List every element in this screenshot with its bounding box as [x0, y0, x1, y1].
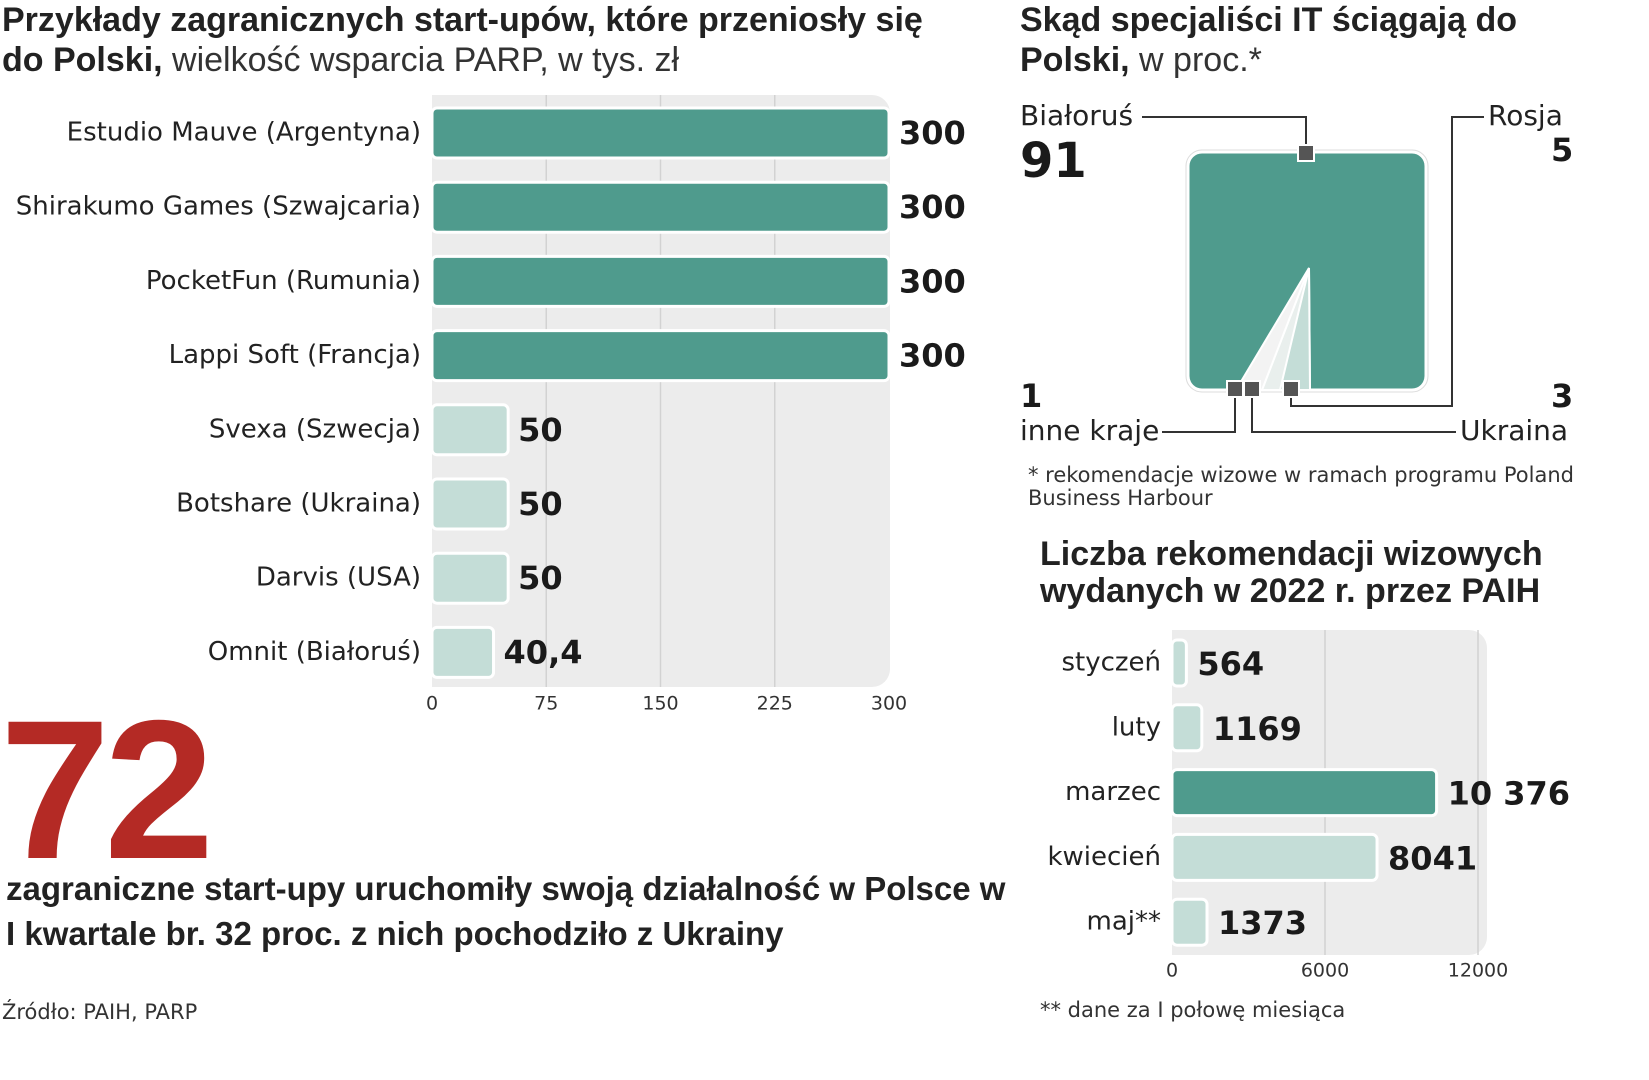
pie-label-name: Białoruś: [1020, 99, 1133, 132]
x-tick-label: 12000: [1448, 960, 1508, 982]
value-label: 1373: [1218, 904, 1307, 942]
pie-label-value: 5: [1551, 131, 1573, 169]
value-label: 50: [518, 485, 563, 523]
pie-label-value: 1: [1020, 377, 1042, 415]
category-label: Estudio Mauve (Argentyna): [67, 118, 421, 148]
bar: [1170, 832, 1379, 882]
pie-label-value: 91: [1020, 133, 1087, 189]
x-tick-label: 0: [426, 693, 438, 715]
bar: [430, 106, 891, 160]
category-label: Botshare (Ukraina): [176, 489, 421, 519]
bar: [430, 551, 510, 605]
leader-line: [1290, 116, 1484, 407]
specialists-chart-title: Skąd specjaliści IT ściągają do Polski, …: [1020, 0, 1580, 80]
x-tick-label: 300: [871, 693, 907, 715]
value-label: 50: [518, 411, 563, 449]
bar: [430, 254, 891, 308]
category-label: PocketFun (Rumunia): [146, 266, 421, 296]
leader-line: [1251, 390, 1456, 433]
value-label: 1169: [1213, 710, 1302, 748]
value-label: 40,4: [504, 633, 583, 671]
category-label: styczeń: [1061, 648, 1161, 678]
marker-square: [1282, 380, 1300, 398]
x-tick-label: 0: [1166, 960, 1178, 982]
category-label: kwiecień: [1047, 842, 1161, 872]
leader-line: [1142, 116, 1307, 153]
x-tick-label: 75: [534, 693, 558, 715]
value-label: 50: [518, 559, 563, 597]
bar: [430, 625, 496, 679]
category-label: maj**: [1087, 907, 1161, 937]
highlight-text: zagraniczne start-upy uruchomiły swoją d…: [6, 870, 1006, 952]
category-label: Omnit (Białoruś): [208, 637, 421, 667]
pie-label-name: Rosja: [1488, 99, 1563, 132]
value-label: 300: [899, 262, 966, 300]
startups-chart-title: Przykłady zagranicznych start-upów, któr…: [2, 0, 962, 80]
category-label: Svexa (Szwecja): [209, 414, 421, 444]
bar: [1170, 703, 1204, 753]
pie-label-name: inne kraje: [1020, 414, 1159, 447]
bar: [430, 180, 891, 234]
visas-footnote: ** dane za I połowę miesiąca: [1040, 998, 1346, 1022]
category-label: Lappi Soft (Francja): [169, 340, 421, 370]
bar: [1170, 768, 1439, 818]
visas-chart-title: Liczba rekomendacji wizowych wydanych w …: [1040, 535, 1543, 610]
source-note: Źródło: PAIH, PARP: [2, 1000, 198, 1024]
specialists-footnote: * rekomendacje wizowe w ramach programu …: [1028, 463, 1574, 510]
bar: [430, 477, 510, 531]
leader-line: [1162, 390, 1236, 433]
x-tick-label: 150: [642, 693, 678, 715]
bar: [430, 403, 510, 457]
specialists-title-bold: Skąd specjaliści IT ściągają do Polski,: [1020, 1, 1518, 79]
category-label: Shirakumo Games (Szwajcaria): [16, 192, 421, 222]
category-label: Darvis (USA): [256, 563, 421, 593]
pie-label-value: 3: [1551, 377, 1573, 415]
value-label: 300: [899, 337, 966, 375]
specialists-title-rest: w proc.*: [1129, 41, 1262, 79]
highlight-number: 72: [0, 679, 214, 900]
value-label: 300: [899, 188, 966, 226]
x-tick-label: 6000: [1301, 960, 1349, 982]
startups-title-rest: wielkość wsparcia PARP, w tys. zł: [162, 41, 680, 79]
bar: [1170, 897, 1209, 947]
value-label: 10 376: [1448, 775, 1570, 813]
bar: [1170, 638, 1188, 688]
category-label: marzec: [1065, 777, 1161, 807]
value-label: 300: [899, 114, 966, 152]
category-label: luty: [1112, 712, 1161, 742]
startups-title-bold: Przykłady zagranicznych start-upów, któr…: [2, 1, 923, 79]
value-label: 8041: [1388, 839, 1477, 877]
x-tick-label: 225: [757, 693, 793, 715]
pie-label-name: Ukraina: [1460, 414, 1568, 447]
marker-square: [1226, 380, 1244, 398]
marker-square: [1297, 144, 1315, 162]
bar: [430, 329, 891, 383]
value-label: 564: [1197, 645, 1264, 683]
